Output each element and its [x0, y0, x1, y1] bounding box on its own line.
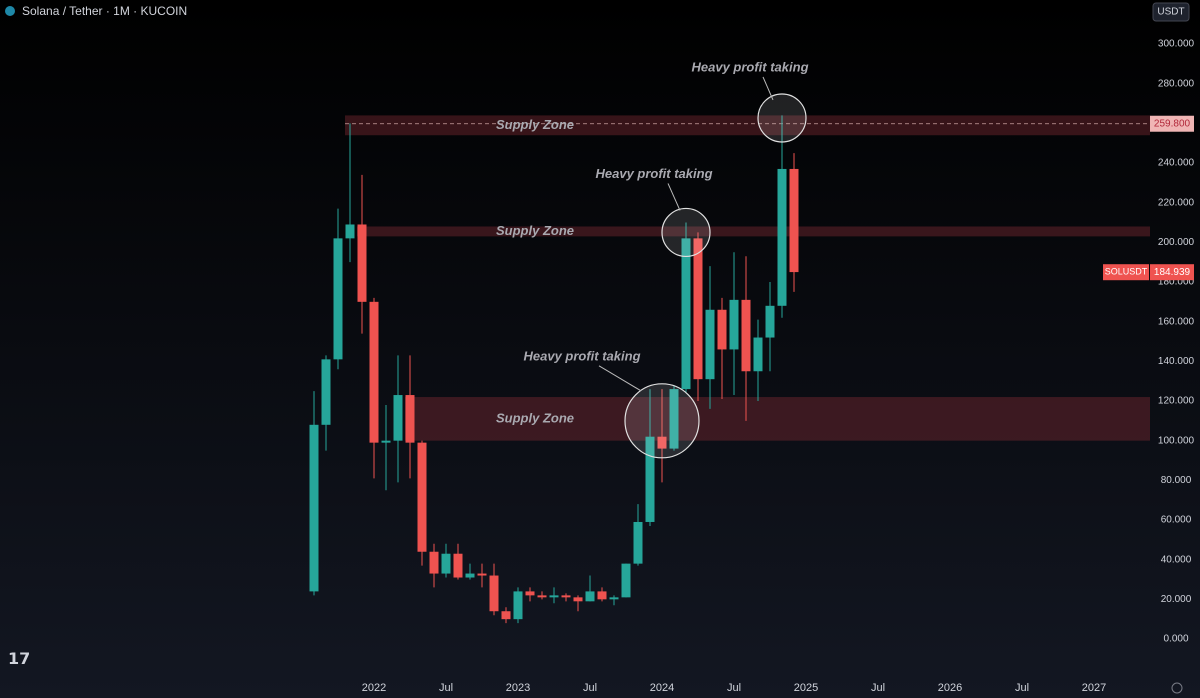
candle-body	[513, 591, 523, 620]
y-tick-label: 300.000	[1158, 39, 1195, 50]
candle-body	[453, 553, 463, 578]
candle-body	[765, 305, 775, 338]
annotation-text: Heavy profit taking	[595, 166, 712, 181]
candle-body	[501, 611, 511, 620]
candle-body	[369, 301, 379, 443]
annotation-text: Heavy profit taking	[691, 59, 808, 74]
logo	[5, 6, 15, 16]
y-tick-label: 200.000	[1158, 237, 1195, 248]
candle-body	[645, 436, 655, 522]
candle-body	[717, 309, 727, 350]
candle-body	[465, 573, 475, 578]
x-tick-label: Jul	[871, 682, 885, 694]
last-price-tag	[1150, 264, 1194, 281]
x-tick-label: Jul	[1015, 682, 1029, 694]
chart-title: Solana / Tether · 1M · KUCOIN	[22, 4, 187, 18]
candle-body	[381, 440, 391, 443]
candle-body	[753, 337, 763, 372]
candle-body	[741, 299, 751, 372]
zone-label: Supply Zone	[496, 223, 574, 238]
y-tick-label: 60.000	[1161, 515, 1192, 526]
annotation-arrow	[598, 365, 642, 392]
candle-body	[525, 591, 535, 596]
supply-zone	[345, 115, 1150, 136]
y-tick-label: 40.000	[1161, 554, 1192, 565]
highlight-circle	[661, 207, 711, 258]
candle-body	[345, 224, 355, 239]
supply-zone	[357, 226, 1150, 237]
x-tick-label: 2023	[506, 682, 530, 694]
last-price-label: 184.939	[1154, 267, 1191, 278]
y-tick-label: 100.000	[1158, 435, 1195, 446]
tv-logo: 𝟭𝟳	[8, 651, 30, 668]
currency-label[interactable]: USDT	[1157, 7, 1184, 18]
candle-body	[549, 595, 559, 598]
candle-body	[633, 521, 643, 564]
x-tick-label: 2022	[362, 682, 386, 694]
candle-body	[609, 597, 619, 600]
annotation-text: Heavy profit taking	[523, 348, 640, 363]
high-price-label: 259.800	[1154, 118, 1191, 129]
candle-body	[477, 573, 487, 576]
candle-body	[585, 591, 595, 602]
x-tick-label: 2027	[1082, 682, 1106, 694]
x-tick-label: Jul	[583, 682, 597, 694]
candle-body	[777, 168, 787, 306]
candle-body	[561, 595, 571, 598]
candle-body	[321, 359, 331, 425]
supply-zone	[405, 397, 1150, 441]
candle-body	[333, 238, 343, 360]
x-tick-label: Jul	[727, 682, 741, 694]
candle-body	[441, 553, 451, 574]
highlight-circle	[757, 93, 807, 143]
candle-body	[729, 299, 739, 350]
settings-icon[interactable]	[1171, 682, 1183, 694]
candle-body	[309, 424, 319, 592]
candle-body	[429, 551, 439, 574]
y-tick-label: 20.000	[1161, 594, 1192, 605]
annotation-arrow	[762, 76, 774, 101]
y-tick-label: 220.000	[1158, 197, 1195, 208]
candle-body	[693, 238, 703, 380]
y-tick-label: 180.000	[1158, 277, 1195, 288]
candle-body	[357, 224, 367, 302]
y-tick-label: 80.000	[1161, 475, 1192, 486]
currency-button[interactable]	[1152, 2, 1190, 22]
candle-body	[705, 309, 715, 380]
annotation-arrow	[667, 183, 681, 211]
zone-label: Supply Zone	[496, 410, 574, 425]
y-tick-label: 160.000	[1158, 316, 1195, 327]
y-tick-label: 240.000	[1158, 158, 1195, 169]
last-price-name: SOLUSDT	[1105, 267, 1148, 277]
candle-body	[489, 575, 499, 612]
candle-body	[669, 389, 679, 449]
candle-body	[417, 442, 427, 552]
candle-body	[537, 595, 547, 598]
x-tick-label: 2024	[650, 682, 674, 694]
x-tick-label: Jul	[439, 682, 453, 694]
candle-body	[789, 168, 799, 273]
highlight-circle	[624, 383, 700, 459]
candle-body	[573, 597, 583, 602]
y-tick-label: 120.000	[1158, 396, 1195, 407]
x-tick-label: 2026	[938, 682, 962, 694]
candle-body	[405, 395, 415, 443]
high-price-tag	[1150, 115, 1194, 132]
y-tick-label: 140.000	[1158, 356, 1195, 367]
candle-body	[621, 563, 631, 598]
x-tick-label: 2025	[794, 682, 818, 694]
y-tick-label: 0.000	[1163, 634, 1188, 645]
candle-body	[657, 436, 667, 449]
svg-text:𝟭𝟳: 𝟭𝟳	[8, 651, 30, 668]
candle-body	[681, 238, 691, 390]
y-tick-label: 280.000	[1158, 78, 1195, 89]
candle-body	[393, 395, 403, 441]
last-price-name-tag	[1103, 264, 1149, 281]
candle-body	[597, 591, 607, 600]
zone-label: Supply Zone	[496, 117, 574, 132]
